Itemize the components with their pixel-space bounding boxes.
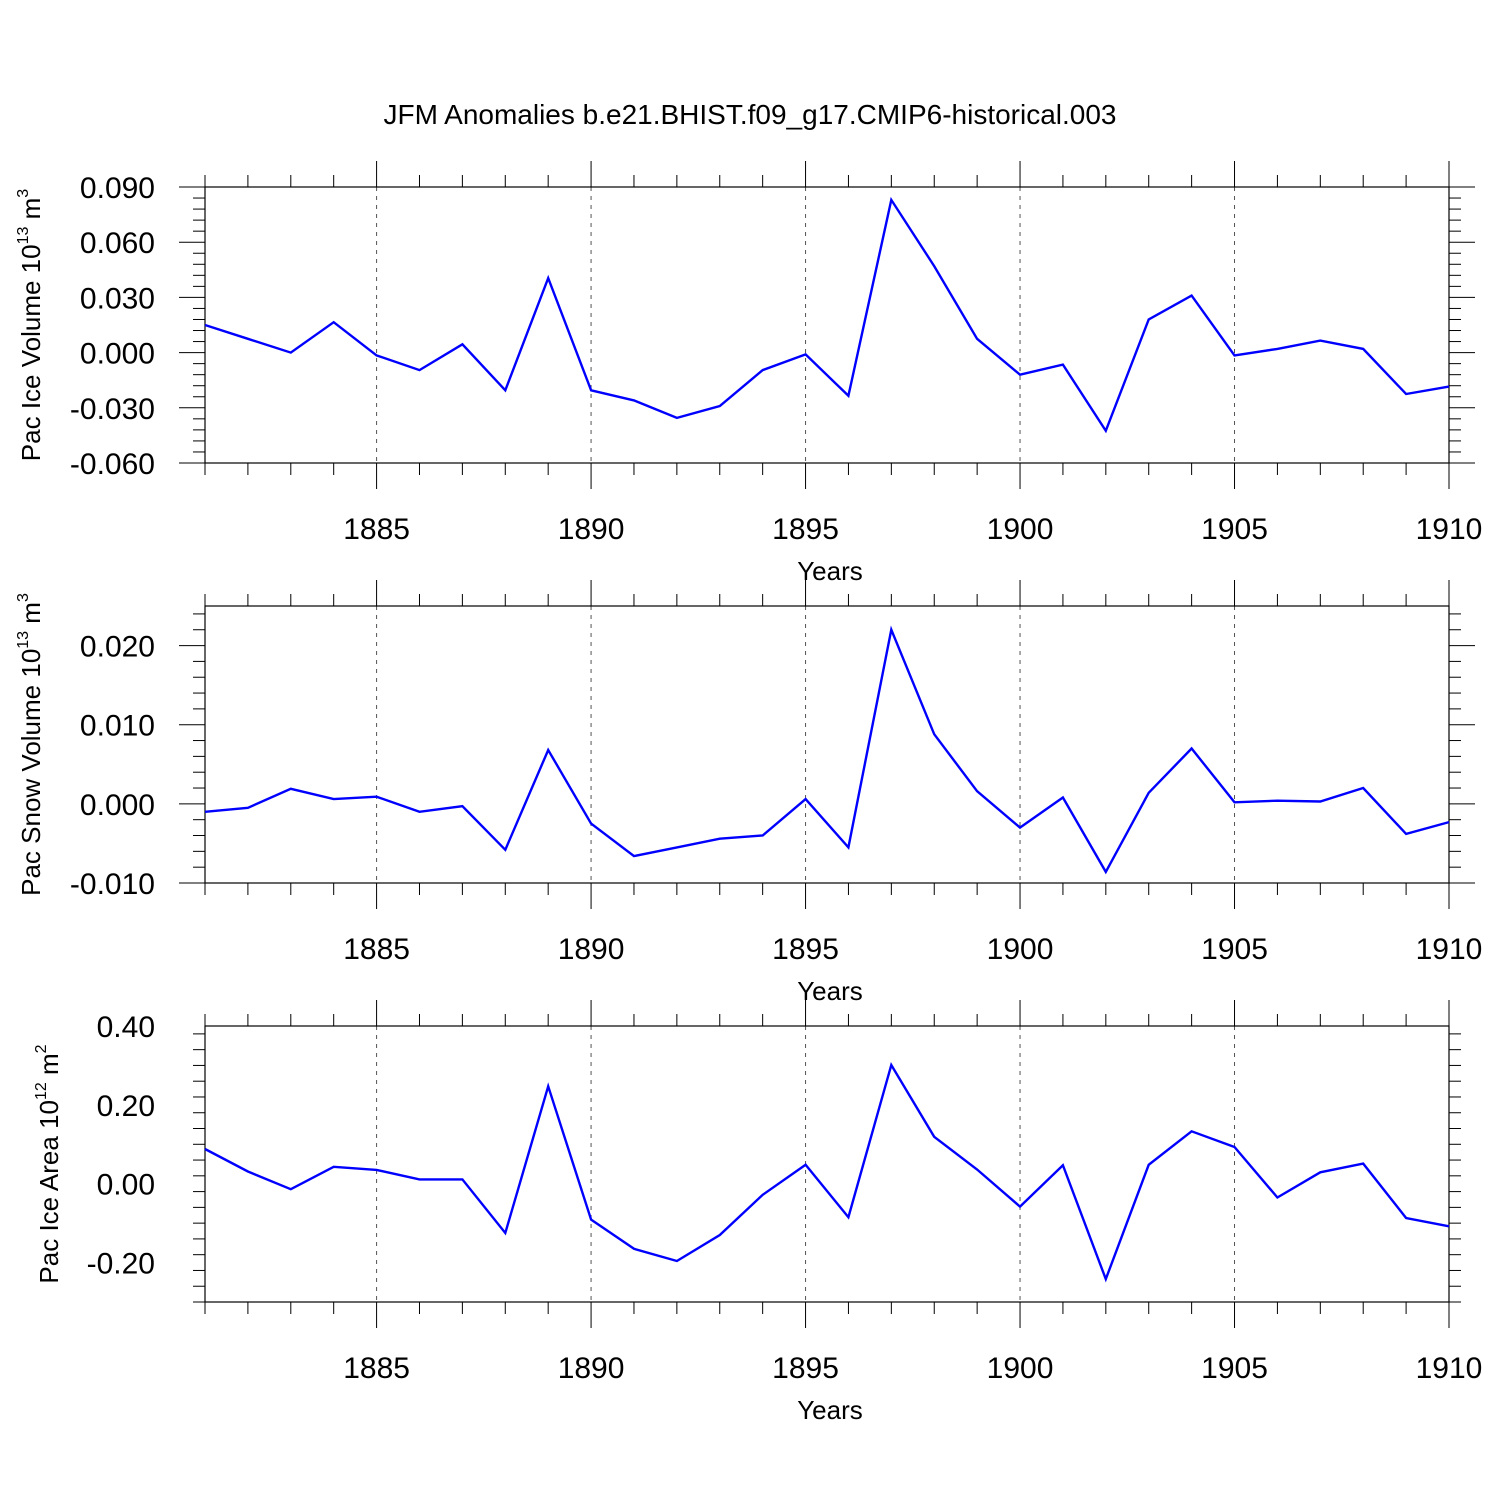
y-tick-label: -0.060 — [70, 448, 155, 481]
x-tick-label: 1890 — [558, 1352, 625, 1385]
y-tick-label: 0.000 — [80, 338, 155, 371]
panel-1: 1885 1890 1895 1900 1905 1910 Years 0.090 0.060 0… — [15, 161, 1482, 586]
y-tick-label: 0.000 — [80, 789, 155, 822]
x-tick-label: 1900 — [987, 933, 1054, 966]
x-axis-title: Years — [797, 556, 863, 586]
x-tick-label: 1910 — [1416, 1352, 1483, 1385]
y-tick-label: -0.20 — [87, 1248, 155, 1281]
x-axis-title: Years — [797, 976, 863, 1006]
panel-3: 1885 1890 1895 1900 1905 1910 Years 0.40 0.20 0.0… — [33, 1000, 1482, 1425]
y-axis-title: Pac Ice Volume 1013 m3 — [15, 189, 46, 462]
series-line — [204, 196, 1450, 434]
x-tick-label: 1905 — [1201, 513, 1268, 546]
y-tick-label: -0.030 — [70, 393, 155, 426]
x-tick-label: 1885 — [343, 933, 410, 966]
panels: 1885 1890 1895 1900 1905 1910 Years 0.090 0.060 0… — [15, 161, 1482, 1425]
plot-frame — [204, 605, 1450, 884]
y-axis-title: Pac Snow Volume 1013 m3 — [15, 593, 46, 896]
y-tick-label: 0.00 — [97, 1169, 155, 1202]
series-line — [204, 1061, 1450, 1283]
x-tick-label: 1885 — [343, 513, 410, 546]
plot-frame — [204, 1025, 1450, 1303]
x-tick-label: 1895 — [772, 1352, 839, 1385]
y-tick-label: 0.010 — [80, 710, 155, 743]
x-tick-label: 1910 — [1416, 513, 1483, 546]
y-tick-label: 0.20 — [97, 1090, 155, 1123]
x-tick-label: 1885 — [343, 1352, 410, 1385]
x-tick-label: 1890 — [558, 933, 625, 966]
y-tick-label: -0.010 — [70, 868, 155, 901]
y-tick-label: 0.060 — [80, 227, 155, 260]
y-tick-label: 0.030 — [80, 282, 155, 315]
x-tick-label: 1900 — [987, 513, 1054, 546]
chart-title: JFM Anomalies b.e21.BHIST.f09_g17.CMIP6-… — [383, 99, 1116, 130]
y-axis-title: Pac Ice Area 1012 m2 — [33, 1044, 64, 1283]
x-axis-title: Years — [797, 1395, 863, 1425]
x-tick-label: 1905 — [1201, 933, 1268, 966]
x-tick-label: 1900 — [987, 1352, 1054, 1385]
x-tick-label: 1890 — [558, 513, 625, 546]
panel-2: 1885 1890 1895 1900 1905 1910 Years 0.020 0.010 0… — [15, 580, 1482, 1006]
y-tick-label: 0.40 — [97, 1011, 155, 1044]
y-tick-label: 0.020 — [80, 631, 155, 664]
y-tick-label: 0.090 — [80, 172, 155, 205]
x-tick-label: 1895 — [772, 513, 839, 546]
x-tick-label: 1910 — [1416, 933, 1483, 966]
series-line — [204, 625, 1450, 875]
x-tick-label: 1895 — [772, 933, 839, 966]
x-tick-label: 1905 — [1201, 1352, 1268, 1385]
